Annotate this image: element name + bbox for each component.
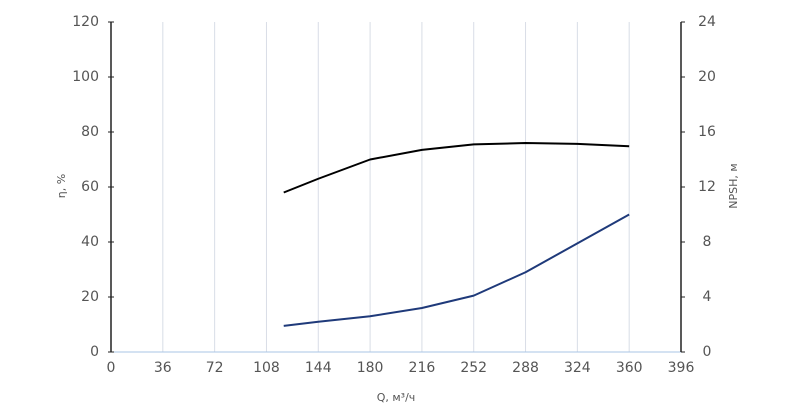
x-tick-label: 288 (512, 360, 539, 376)
y2-tick-label: 4 (703, 289, 712, 305)
y2-tick-label: 0 (703, 344, 712, 360)
x-tick-label: 360 (616, 360, 643, 376)
y-tick-label: 0 (90, 344, 99, 360)
x-tick-label: 72 (206, 360, 224, 376)
y-tick-label: 80 (81, 124, 99, 140)
series-line (283, 213, 630, 327)
x-tick-label: 0 (107, 360, 116, 376)
x-tick-label: 144 (305, 360, 332, 376)
y-tick-label: 60 (81, 179, 99, 195)
y2-tick-label: 16 (698, 124, 716, 140)
y2-tick-label: 24 (698, 14, 716, 30)
y-tick-label: 20 (81, 289, 99, 305)
x-tick-label: 108 (253, 360, 280, 376)
y2-tick-label: 8 (703, 234, 712, 250)
y-tick-label: 120 (72, 14, 99, 30)
x-tick-label: 180 (357, 360, 384, 376)
y2-axis-label: NPSH, м (727, 163, 740, 208)
series-line (283, 142, 630, 194)
y2-tick-label: 12 (698, 179, 716, 195)
x-tick-label: 252 (460, 360, 487, 376)
x-tick-label: 216 (409, 360, 436, 376)
y2-tick-label: 20 (698, 69, 716, 85)
x-tick-label: 396 (668, 360, 695, 376)
y-axis-label: η, % (55, 174, 68, 198)
y-tick-label: 100 (72, 69, 99, 85)
x-tick-label: 324 (564, 360, 591, 376)
y-tick-label: 40 (81, 234, 99, 250)
x-tick-label: 36 (154, 360, 172, 376)
x-axis-label: Q, м³/ч (377, 391, 416, 404)
